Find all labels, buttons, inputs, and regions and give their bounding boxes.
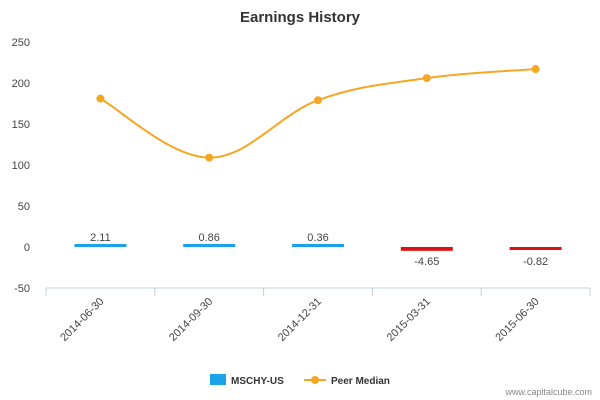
x-tick-label: 2014-06-30 (58, 296, 106, 344)
axes: 250 200 150 100 50 0 -50 2014-06-30 2014-09-30 20… (12, 37, 591, 344)
data-label: -0.82 (523, 256, 548, 268)
legend-label-peer: Peer Median (331, 376, 390, 387)
bar (400, 247, 453, 251)
x-tick-label: 2015-06-30 (493, 296, 541, 344)
data-labels: 2.11 0.86 0.36 -4.65 -0.82 (90, 232, 548, 268)
line-series (96, 65, 540, 162)
credit-text: www.capitalcube.com (504, 387, 592, 397)
data-label: -4.65 (414, 256, 439, 268)
data-label: 2.11 (90, 232, 111, 244)
bar (292, 244, 344, 247)
y-tick-label: 50 (18, 201, 30, 213)
bar (74, 244, 127, 247)
y-tick-label: -50 (14, 283, 30, 295)
peer-median-point (205, 153, 214, 162)
legend-label-mschy: MSCHY-US (231, 376, 284, 387)
data-label: 0.36 (307, 232, 328, 244)
y-tick-label: 0 (24, 242, 30, 254)
legend-swatch-mschy (210, 374, 226, 385)
y-tick-label: 100 (12, 160, 30, 172)
bar-series (74, 244, 562, 251)
peer-median-point (422, 74, 431, 83)
y-tick-label: 200 (12, 78, 30, 90)
y-tick-label: 150 (12, 119, 30, 131)
bar (509, 247, 562, 250)
x-tick-label: 2014-12-31 (276, 296, 324, 344)
x-tick-label: 2015-03-31 (385, 296, 433, 344)
peer-median-line (99, 68, 536, 159)
peer-median-point (96, 94, 105, 103)
chart-title: Earnings History (240, 9, 361, 26)
x-tick-label: 2014-09-30 (167, 296, 215, 344)
peer-median-point (314, 96, 322, 105)
peer-median-point (531, 65, 540, 74)
y-tick-label: 250 (12, 37, 30, 49)
legend[interactable]: MSCHY-US Peer Median (210, 374, 390, 387)
bar (183, 244, 236, 247)
data-label: 0.86 (198, 232, 219, 244)
legend-marker-peer (311, 376, 319, 384)
